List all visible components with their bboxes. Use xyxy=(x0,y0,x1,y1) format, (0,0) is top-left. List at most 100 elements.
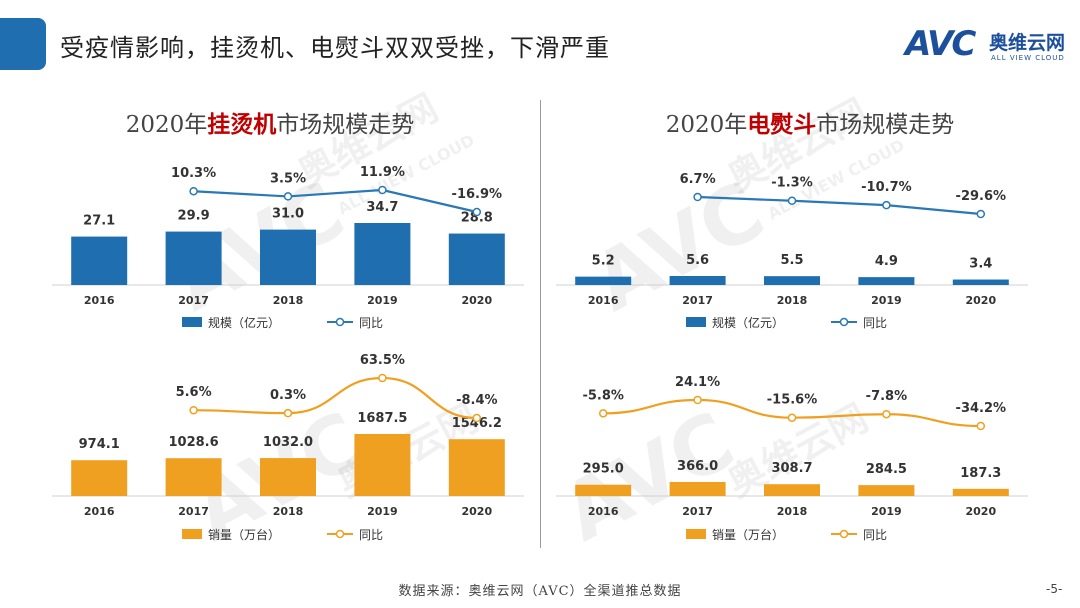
right-top-tick-2019: 2019 xyxy=(871,294,902,307)
right-bottom-tick-2018: 2018 xyxy=(777,505,808,518)
left-bottom-point-label-2017: 5.6% xyxy=(176,385,212,400)
right-top-tick-2018: 2018 xyxy=(777,294,808,307)
left-bottom-tick-2019: 2019 xyxy=(367,505,398,518)
panel-divider xyxy=(540,100,541,548)
left-top-bar-label-2016: 27.1 xyxy=(83,214,115,229)
left-bottom-bar-2020 xyxy=(448,439,505,496)
left-bottom-legend-bar-swatch xyxy=(182,529,202,539)
right-top-bar-label-2020: 3.4 xyxy=(969,257,992,272)
left-top-bar-label-2019: 34.7 xyxy=(366,200,398,215)
right-bottom-tick-2017: 2017 xyxy=(682,505,713,518)
right-bottom-point-label-2018: -15.6% xyxy=(767,393,818,408)
right-top-tick-2016: 2016 xyxy=(588,294,619,307)
right-bottom-point-2017 xyxy=(693,395,702,405)
left-bottom-bar-label-2018: 1032.0 xyxy=(263,435,313,450)
right-top-bar-label-2018: 5.5 xyxy=(780,253,803,268)
left-bottom-point-label-2019: 63.5% xyxy=(360,353,405,368)
left-top-bar-2016 xyxy=(71,236,128,285)
right-panel-title: 2020年电熨斗市场规模走势 xyxy=(540,105,1080,139)
left-bottom-bar-label-2019: 1687.5 xyxy=(357,411,407,426)
right-bottom-bar-2020 xyxy=(952,488,1009,496)
left-bottom-line-series xyxy=(193,376,477,420)
left-top-point-2017 xyxy=(189,186,198,196)
left-top-tick-2019: 2019 xyxy=(367,294,398,307)
right-title-pre: 2020年 xyxy=(665,112,748,138)
left-top-bar-label-2020: 28.8 xyxy=(461,211,493,226)
right-bottom-bar-label-2016: 295.0 xyxy=(583,462,624,477)
left-bottom-tick-2020: 2020 xyxy=(461,505,492,518)
left-top-tick-2016: 2016 xyxy=(84,294,115,307)
header-accent-bar xyxy=(0,18,46,70)
data-source-note: 数据来源：奥维云网（AVC）全渠道推总数据 xyxy=(398,584,682,599)
left-top-point-label-2018: 3.5% xyxy=(270,171,306,186)
right-bottom-tick-2020: 2020 xyxy=(965,505,996,518)
right-bottom-point-2020 xyxy=(976,421,986,431)
left-top-bar-2020 xyxy=(448,233,505,285)
left-bottom-bar-label-2020: 1546.2 xyxy=(452,416,502,431)
right-top-point-label-2019: -10.7% xyxy=(861,180,912,195)
left-top-bar-2019 xyxy=(354,223,411,285)
right-top-bar-label-2019: 4.9 xyxy=(875,254,898,269)
right-top-legend-bar-label: 规模（亿元） xyxy=(712,315,784,330)
left-bottom-bar-label-2017: 1028.6 xyxy=(169,435,219,450)
left-bottom-bar-2019 xyxy=(354,434,411,496)
left-top-legend-line-label: 同比 xyxy=(359,316,383,330)
right-top-point-label-2017: 6.7% xyxy=(680,172,716,187)
left-bottom-bar-label-2016: 974.1 xyxy=(79,437,120,452)
right-bottom-legend-line-label: 同比 xyxy=(863,528,887,542)
left-bottom-tick-2016: 2016 xyxy=(84,505,115,518)
left-top-bar-label-2017: 29.9 xyxy=(178,209,210,224)
left-bottom-point-label-2018: 0.3% xyxy=(270,388,306,403)
left-bottom-point-label-2020: -8.4% xyxy=(456,393,497,408)
left-bottom-bar-2016 xyxy=(71,460,128,496)
left-bottom-tick-2018: 2018 xyxy=(273,505,304,518)
left-bottom-bar-2018 xyxy=(260,458,316,496)
right-top-point-2020 xyxy=(976,209,986,219)
right-top-bar-2016 xyxy=(575,276,632,285)
left-top-point-label-2017: 10.3% xyxy=(171,166,216,181)
right-top-bar-2019 xyxy=(858,277,915,285)
left-bottom-point-2018 xyxy=(283,408,293,418)
left-title-product: 挂烫机 xyxy=(207,111,277,138)
logo-mark: AVC xyxy=(905,24,976,64)
logo-en-text: ALL VIEW CLOUD xyxy=(991,54,1065,62)
right-bottom-legend-bar-swatch xyxy=(686,529,706,539)
left-bottom-point-2017 xyxy=(189,405,198,415)
right-top-bar-2020 xyxy=(952,279,1009,285)
page-number: -5- xyxy=(1046,582,1063,596)
right-top-bar-label-2017: 5.6 xyxy=(686,253,709,268)
right-bottom-tick-2019: 2019 xyxy=(871,505,902,518)
left-top-legend-bar-swatch xyxy=(182,317,202,327)
right-top-bar-label-2016: 5.2 xyxy=(592,254,615,269)
left-top-tick-2018: 2018 xyxy=(273,294,304,307)
left-top-tick-2017: 2017 xyxy=(178,294,209,307)
right-top-point-2018 xyxy=(787,196,797,205)
right-top-point-label-2020: -29.6% xyxy=(956,189,1007,204)
logo-cn-text: 奥维云网 xyxy=(989,32,1066,54)
right-bottom-legend-bar-label: 销量（万台） xyxy=(712,527,784,542)
left-bottom-bar-2017 xyxy=(165,458,222,496)
right-top-point-2017 xyxy=(693,192,702,202)
left-bottom-legend-line-label: 同比 xyxy=(359,528,383,542)
right-bottom-point-label-2020: -34.2% xyxy=(956,401,1007,416)
right-top-legend-bar-swatch xyxy=(686,317,706,327)
page-title: 受疫情影响，挂烫机、电熨斗双双受挫，下滑严重 xyxy=(60,34,610,62)
left-top-point-label-2020: -16.9% xyxy=(452,187,503,202)
right-bottom-bar-2019 xyxy=(858,485,915,496)
right-bottom-point-2016 xyxy=(598,409,608,418)
left-bottom-tick-2017: 2017 xyxy=(178,505,209,518)
left-bottom-point-2019 xyxy=(378,373,387,383)
left-top-point-label-2019: 11.9% xyxy=(360,165,405,180)
left-top-legend-bar-label: 规模（亿元） xyxy=(208,315,280,330)
right-bottom-legend-line-marker xyxy=(839,529,849,539)
left-bottom-point-2020 xyxy=(472,413,482,423)
right-top-bar-2017 xyxy=(669,276,726,285)
right-bottom-point-label-2017: 24.1% xyxy=(675,375,720,390)
right-bottom-point-label-2016: -5.8% xyxy=(582,388,623,403)
left-top-tick-2020: 2020 xyxy=(461,294,492,307)
left-title-post: 市场规模走势 xyxy=(276,112,415,138)
right-top-bar-2018 xyxy=(764,276,820,285)
right-top-tick-2017: 2017 xyxy=(682,294,713,307)
right-bottom-bar-2016 xyxy=(575,484,632,496)
